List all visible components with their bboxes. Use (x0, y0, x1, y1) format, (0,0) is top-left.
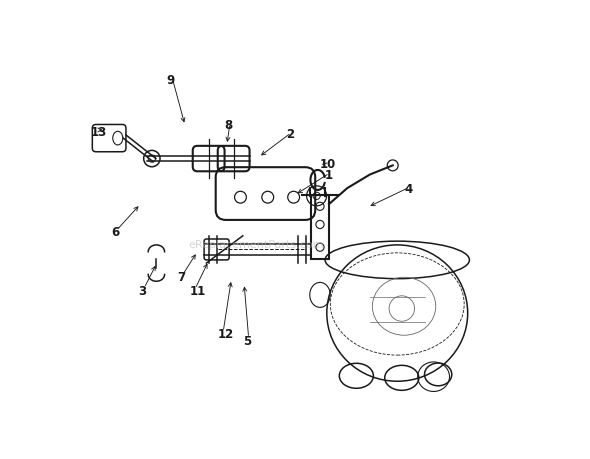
Text: 12: 12 (218, 327, 234, 340)
Text: 11: 11 (189, 284, 206, 297)
Text: 4: 4 (404, 182, 412, 195)
Text: eReplacementParts.com: eReplacementParts.com (189, 239, 324, 249)
Text: 8: 8 (225, 119, 233, 132)
Text: 6: 6 (111, 225, 119, 238)
Text: 1: 1 (324, 168, 333, 182)
Text: 9: 9 (167, 73, 175, 86)
Text: 3: 3 (138, 284, 146, 297)
Text: 13: 13 (90, 125, 107, 139)
Bar (311, 196, 329, 259)
Text: 10: 10 (320, 157, 336, 170)
Text: 2: 2 (286, 128, 294, 141)
Text: 5: 5 (242, 334, 251, 347)
Text: 7: 7 (177, 271, 185, 284)
